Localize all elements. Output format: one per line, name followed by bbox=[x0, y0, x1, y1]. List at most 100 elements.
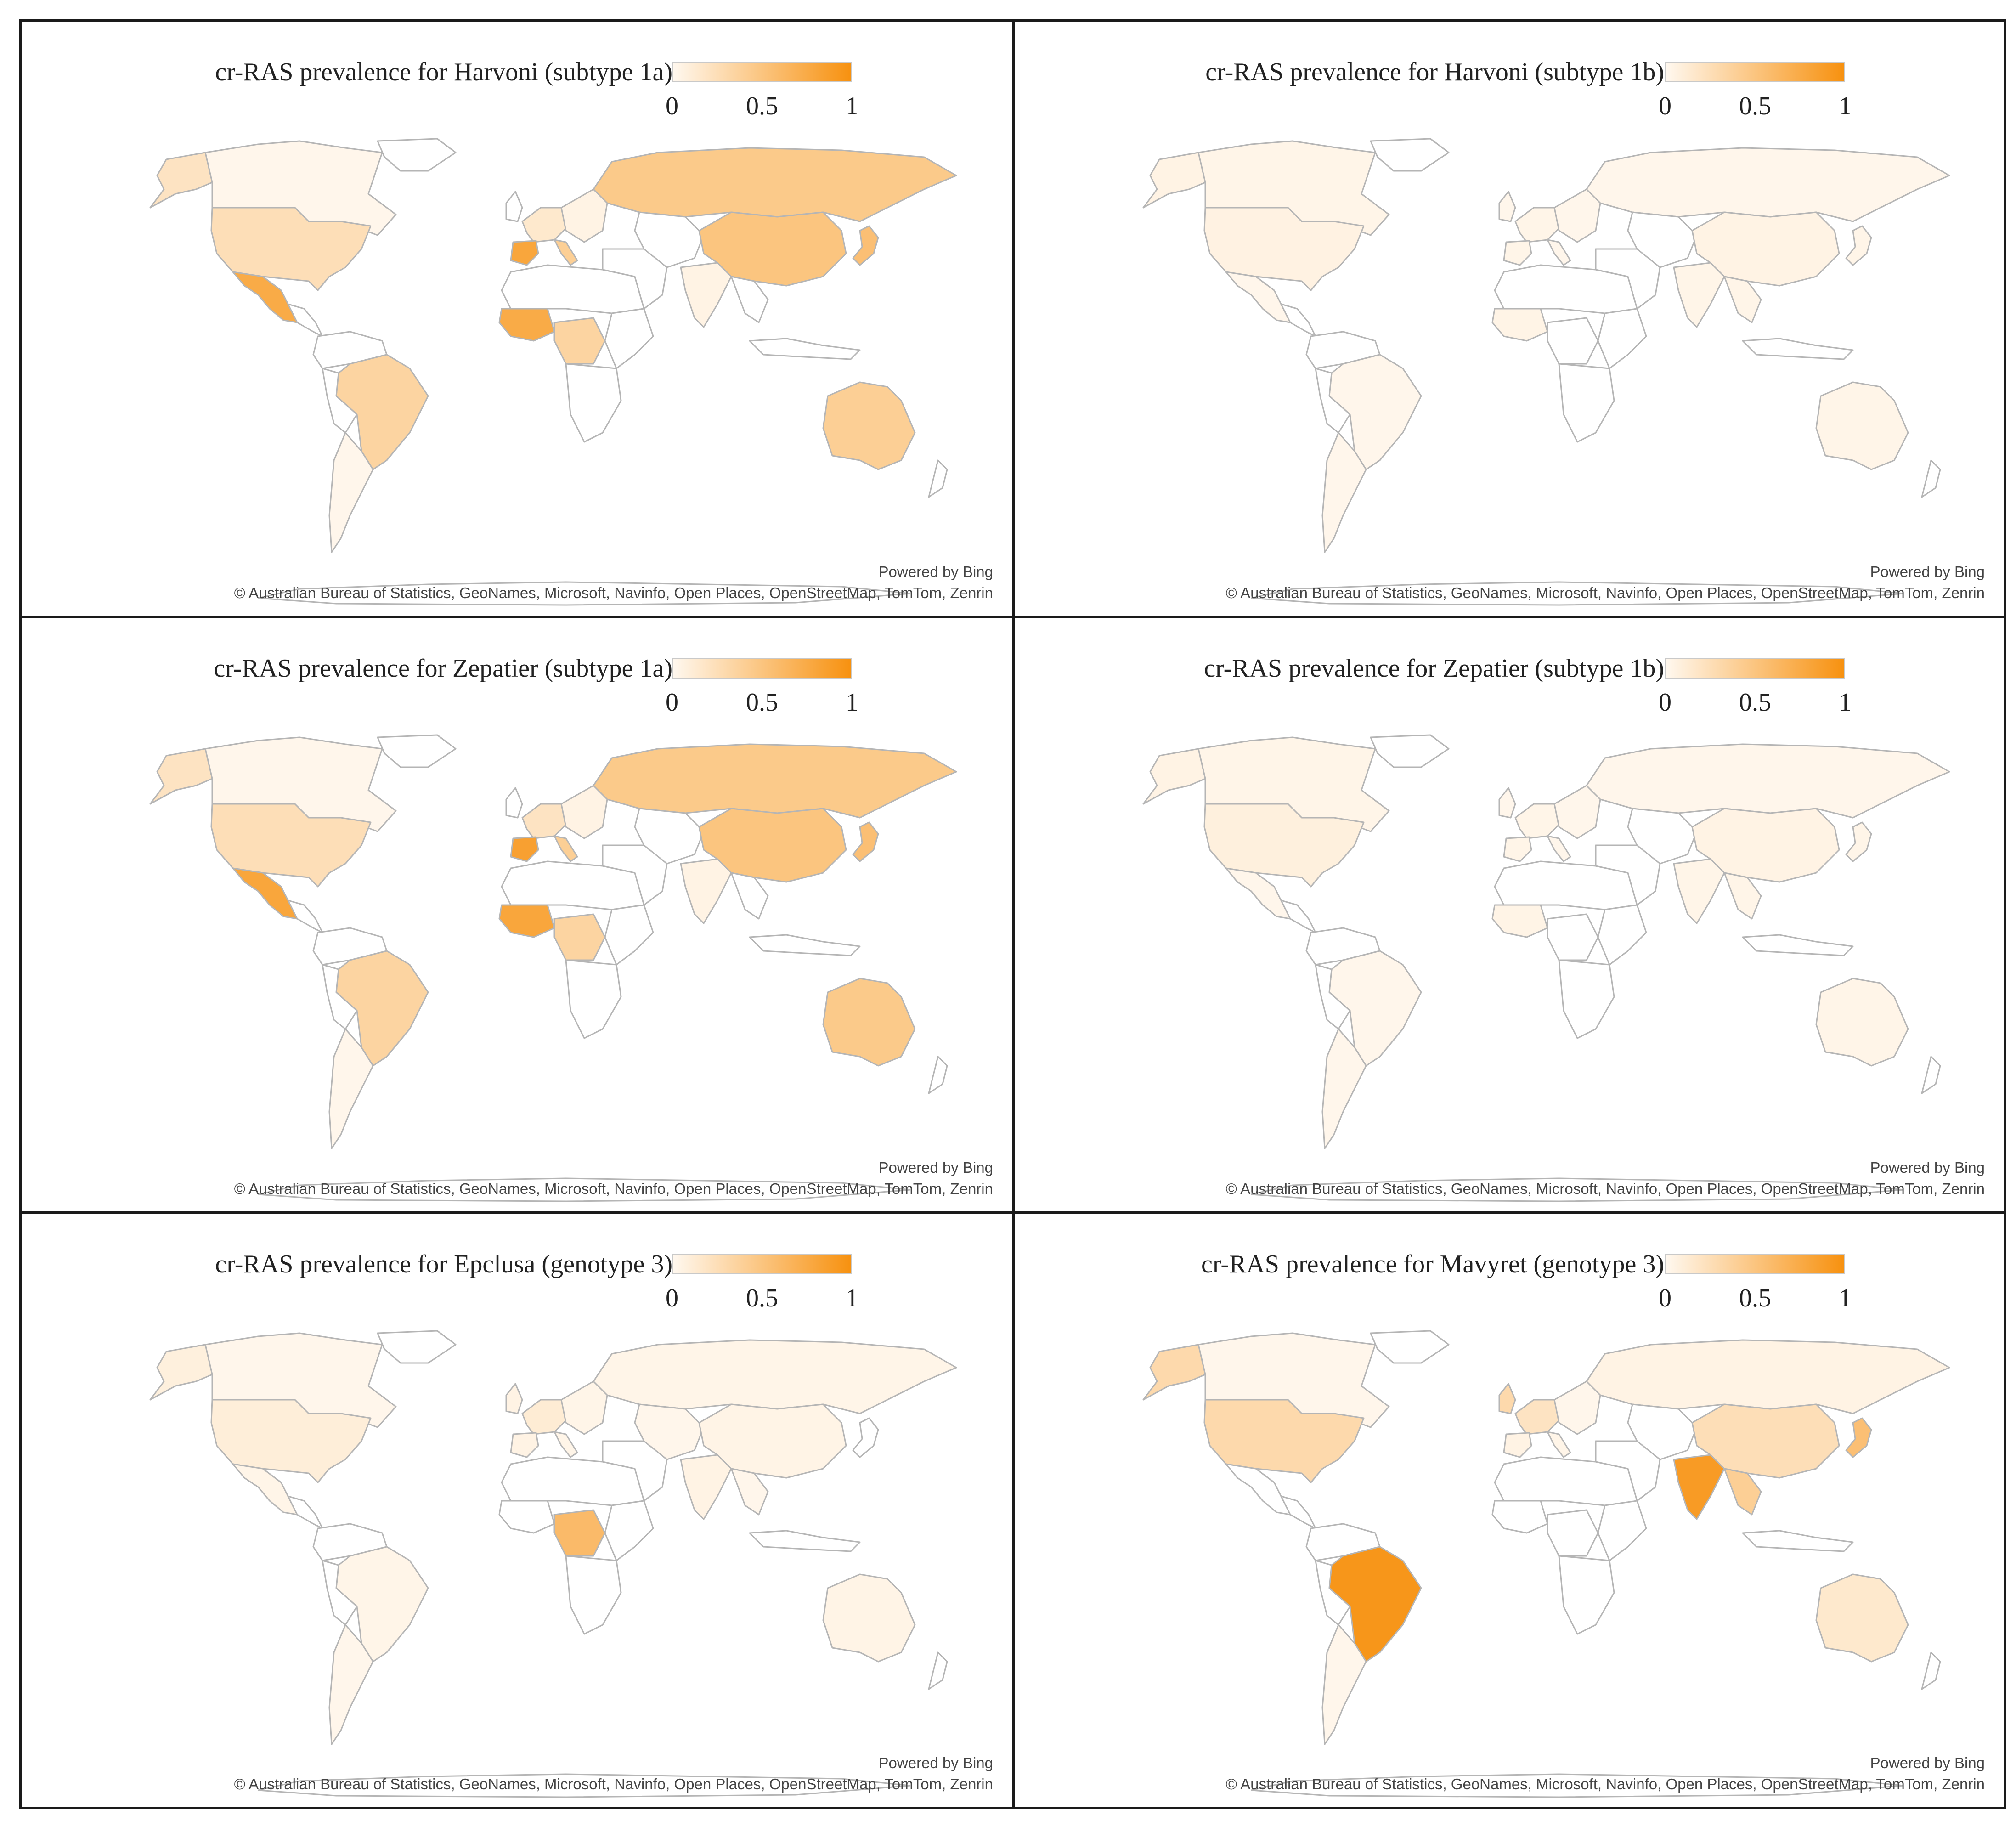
region-japan bbox=[1845, 1417, 1872, 1458]
region-central-asia bbox=[634, 1403, 705, 1460]
region-southeast-asia bbox=[1723, 1468, 1762, 1516]
legend-tick-max: 1 bbox=[1839, 1284, 1852, 1312]
region-central-asia bbox=[1627, 211, 1698, 268]
region-greenland bbox=[1370, 138, 1450, 172]
map-attribution: © Australian Bureau of Statistics, GeoNa… bbox=[1225, 1180, 1985, 1197]
region-south-america-south bbox=[322, 964, 358, 1030]
region-india bbox=[1673, 262, 1725, 328]
region-china bbox=[698, 1403, 847, 1479]
region-alaska bbox=[149, 152, 213, 209]
region-mexico bbox=[232, 1463, 298, 1516]
region-western-europe bbox=[521, 1399, 567, 1435]
region-southeast-asia bbox=[1723, 872, 1762, 920]
legend-tick-max: 1 bbox=[1839, 688, 1852, 717]
powered-by-label: Powered by Bing bbox=[878, 1159, 993, 1176]
region-central-asia bbox=[634, 211, 705, 268]
region-eastern-europe bbox=[1553, 1380, 1601, 1435]
region-india bbox=[1673, 858, 1725, 924]
region-india bbox=[680, 1454, 732, 1520]
region-indonesia bbox=[749, 1530, 861, 1552]
world-choropleth-map bbox=[1142, 138, 1950, 606]
map-panel: cr-RAS prevalence for Epclusa (genotype … bbox=[19, 1211, 1012, 1809]
region-spain bbox=[510, 240, 539, 266]
region-central-africa bbox=[1547, 1509, 1599, 1557]
legend-tick-max: 1 bbox=[846, 1284, 858, 1312]
region-spain bbox=[1503, 240, 1532, 266]
region-usa bbox=[210, 803, 372, 888]
region-alaska bbox=[1142, 1344, 1206, 1401]
region-south-america-south bbox=[322, 368, 358, 434]
region-japan bbox=[852, 225, 879, 266]
region-southeast-asia bbox=[730, 1468, 769, 1516]
region-russia bbox=[593, 147, 957, 222]
region-uk bbox=[1498, 191, 1516, 222]
region-central-africa bbox=[553, 317, 606, 365]
region-western-europe bbox=[1514, 207, 1560, 243]
region-alaska bbox=[149, 1344, 213, 1401]
world-choropleth-map bbox=[149, 1330, 957, 1798]
region-western-europe bbox=[521, 803, 567, 839]
region-new-zealand bbox=[1921, 1056, 1941, 1094]
region-eastern-europe bbox=[1553, 188, 1601, 243]
region-italy bbox=[1547, 835, 1571, 862]
region-australia bbox=[1815, 978, 1909, 1067]
region-greenland bbox=[1370, 734, 1450, 768]
legend-tick-max: 1 bbox=[1839, 92, 1852, 120]
region-mexico bbox=[232, 867, 298, 920]
region-usa bbox=[1203, 803, 1365, 888]
region-russia bbox=[1586, 743, 1950, 819]
region-southeast-asia bbox=[730, 872, 769, 920]
region-australia bbox=[822, 1573, 916, 1663]
legend-tick-mid: 0.5 bbox=[1739, 92, 1771, 120]
region-west-africa bbox=[498, 308, 555, 342]
map-panel: cr-RAS prevalence for Harvoni (subtype 1… bbox=[1012, 19, 2006, 616]
region-western-europe bbox=[1514, 803, 1560, 839]
region-italy bbox=[553, 835, 578, 862]
region-russia bbox=[1586, 1339, 1950, 1414]
region-argentina bbox=[328, 1624, 374, 1745]
region-eastern-europe bbox=[1553, 785, 1601, 839]
legend-color-bar bbox=[1665, 658, 1845, 679]
legend-tick-mid: 0.5 bbox=[1739, 688, 1771, 717]
map-title: cr-RAS prevalence for Harvoni (subtype 1… bbox=[215, 58, 672, 86]
region-greenland bbox=[377, 734, 457, 768]
legend-tick-min: 0 bbox=[666, 688, 678, 717]
region-russia bbox=[593, 743, 957, 819]
powered-by-label: Powered by Bing bbox=[878, 1754, 993, 1771]
map-panel: cr-RAS prevalence for Harvoni (subtype 1… bbox=[19, 19, 1012, 616]
region-italy bbox=[1547, 239, 1571, 266]
region-russia bbox=[1586, 147, 1950, 222]
region-australia bbox=[1815, 381, 1909, 470]
region-argentina bbox=[1321, 432, 1367, 553]
region-new-zealand bbox=[928, 459, 948, 498]
region-indonesia bbox=[1742, 1530, 1854, 1552]
legend-tick-mid: 0.5 bbox=[1739, 1284, 1771, 1312]
region-central-africa bbox=[553, 913, 606, 961]
region-southern-africa bbox=[1558, 1555, 1615, 1635]
region-uk bbox=[1498, 787, 1516, 819]
region-mexico bbox=[1225, 1463, 1291, 1516]
region-south-america-south bbox=[1315, 964, 1351, 1030]
region-japan bbox=[852, 1417, 879, 1458]
region-new-zealand bbox=[928, 1651, 948, 1690]
region-india bbox=[680, 262, 732, 328]
world-choropleth-map bbox=[1142, 734, 1950, 1202]
region-australia bbox=[1815, 1573, 1909, 1663]
world-choropleth-map bbox=[149, 138, 957, 606]
region-antarctica bbox=[258, 1177, 911, 1202]
map-attribution: © Australian Bureau of Statistics, GeoNa… bbox=[1225, 584, 1985, 601]
region-west-africa bbox=[498, 904, 555, 938]
legend-tick-min: 0 bbox=[1659, 1284, 1672, 1312]
region-west-africa bbox=[1491, 308, 1548, 342]
region-southeast-asia bbox=[730, 276, 769, 323]
region-east-africa bbox=[1597, 904, 1647, 966]
map-title: cr-RAS prevalence for Zepatier (subtype … bbox=[214, 654, 672, 683]
region-greenland bbox=[377, 1330, 457, 1364]
region-china bbox=[1691, 808, 1840, 883]
region-indonesia bbox=[1742, 338, 1854, 360]
region-alaska bbox=[1142, 748, 1206, 805]
region-china bbox=[698, 808, 847, 883]
region-argentina bbox=[328, 432, 374, 553]
region-east-africa bbox=[1597, 308, 1647, 369]
region-central-africa bbox=[1547, 913, 1599, 961]
